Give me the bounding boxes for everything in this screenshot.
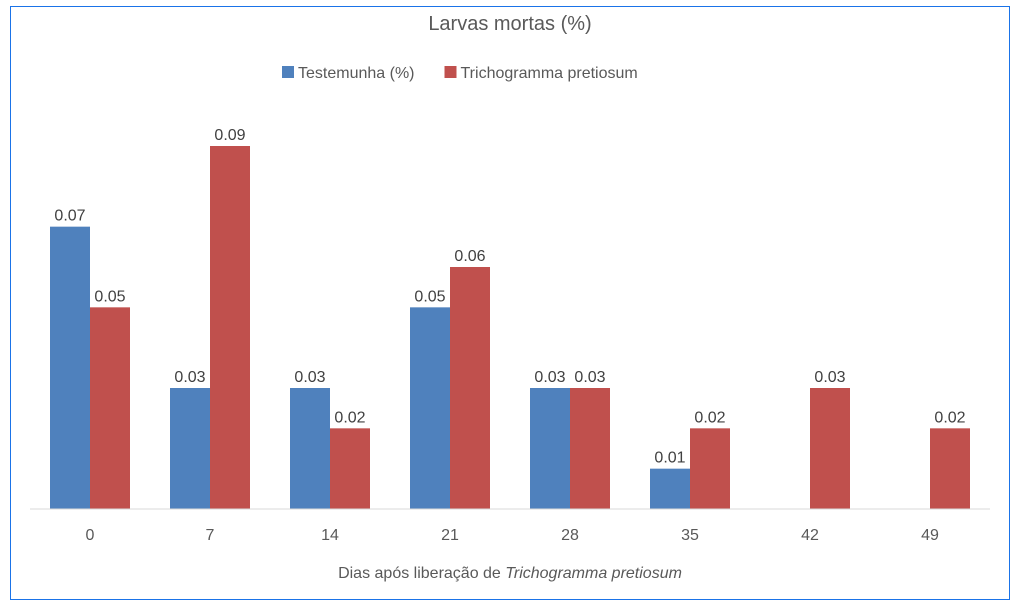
data-label: 0.02 [334, 409, 365, 426]
data-label: 0.03 [174, 369, 205, 386]
x-tick-label: 49 [921, 527, 939, 544]
bar-testemunha [50, 226, 90, 509]
legend-swatch [444, 66, 457, 78]
data-label: 0.02 [934, 409, 965, 426]
bar-testemunha [170, 388, 210, 509]
x-axis-label: Dias após liberação de Trichogramma pret… [338, 565, 682, 582]
bar-testemunha [530, 388, 570, 509]
x-tick-label: 35 [681, 527, 699, 544]
bar-trichogramma [450, 267, 490, 509]
bar-trichogramma [210, 146, 250, 509]
bar-testemunha [650, 468, 690, 509]
x-tick-label: 14 [321, 527, 339, 544]
bar-trichogramma [930, 428, 970, 509]
data-label: 0.01 [654, 450, 685, 467]
data-label: 0.05 [414, 288, 445, 305]
legend-label: Trichogramma pretiosum [461, 65, 638, 82]
data-label: 0.03 [294, 369, 325, 386]
bar-trichogramma [810, 388, 850, 509]
x-tick-label: 28 [561, 527, 579, 544]
x-axis-label-prefix: Dias após liberação de [338, 565, 505, 582]
legend-swatch [282, 66, 294, 78]
bar-trichogramma [330, 428, 370, 509]
bar-trichogramma [90, 307, 130, 509]
legend: Testemunha (%) Trichogramma pretiosum [282, 65, 638, 82]
bar-testemunha [410, 307, 450, 509]
x-axis-label-species: Trichogramma pretiosum [505, 565, 682, 582]
data-label: 0.03 [814, 369, 845, 386]
bar-trichogramma [690, 428, 730, 509]
data-label: 0.03 [534, 369, 565, 386]
data-label: 0.06 [454, 248, 485, 265]
x-ticks: 0 7 14 21 28 35 42 49 [86, 527, 939, 544]
bars: 0.07 0.05 0.03 0.09 0.03 0.02 0.05 0.06 0.03 0.03… [50, 127, 970, 509]
chart-frame [10, 6, 1010, 600]
x-tick-label: 21 [441, 527, 459, 544]
data-label: 0.03 [574, 369, 605, 386]
data-label: 0.07 [54, 208, 85, 225]
legend-label: Testemunha (%) [298, 65, 415, 82]
data-label: 0.09 [214, 127, 245, 144]
x-tick-label: 7 [206, 527, 215, 544]
data-label: 0.05 [94, 288, 125, 305]
x-tick-label: 0 [86, 527, 95, 544]
bar-testemunha [290, 388, 330, 509]
x-tick-label: 42 [801, 527, 819, 544]
bar-trichogramma [570, 388, 610, 509]
chart-title: Larvas mortas (%) [428, 13, 591, 35]
data-label: 0.02 [694, 409, 725, 426]
